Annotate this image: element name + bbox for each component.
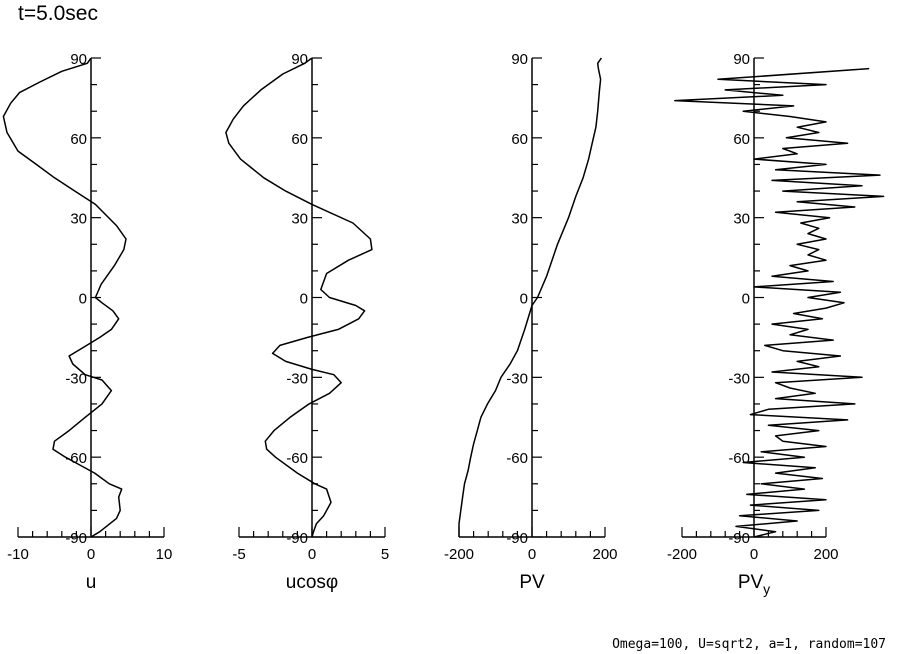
x-axis-label-text-1: u bbox=[86, 572, 97, 593]
y-tick-label-2: -90 bbox=[286, 530, 308, 547]
y-tick-label-3: -90 bbox=[506, 530, 528, 547]
x-tick-label-1: 10 bbox=[156, 546, 173, 563]
y-tick-label-2: -30 bbox=[286, 370, 308, 387]
x-tick-label-4: 200 bbox=[813, 546, 838, 563]
y-tick-label-4: 60 bbox=[733, 131, 750, 148]
x-axis-label-text-4: PV bbox=[738, 572, 764, 593]
x-tick-label-3: 200 bbox=[592, 546, 617, 563]
x-tick-label-1: -10 bbox=[7, 546, 29, 563]
y-tick-label-1: -90 bbox=[65, 530, 87, 547]
x-axis-label-4: PVy bbox=[738, 572, 770, 597]
y-tick-label-1: 30 bbox=[70, 211, 87, 228]
x-tick-label-2: 0 bbox=[308, 546, 316, 563]
y-tick-label-1: 0 bbox=[79, 291, 87, 308]
y-tick-label-4: 30 bbox=[733, 211, 750, 228]
y-tick-label-3: 90 bbox=[511, 51, 528, 68]
series-line-3 bbox=[458, 57, 603, 537]
x-tick-label-1: 0 bbox=[87, 546, 95, 563]
x-tick-label-2: 5 bbox=[381, 546, 389, 563]
y-tick-label-2: 0 bbox=[300, 291, 308, 308]
x-axis-label-3: PV bbox=[519, 572, 545, 593]
y-tick-label-4: -30 bbox=[728, 370, 750, 387]
x-axis-label-1: u bbox=[86, 572, 97, 593]
x-tick-label-3: 0 bbox=[528, 546, 536, 563]
y-tick-label-4: -60 bbox=[728, 450, 750, 467]
x-tick-label-4: -200 bbox=[667, 546, 697, 563]
footer-parameters: Omega=100, U=sqrt2, a=1, random=107 bbox=[612, 637, 886, 652]
y-tick-label-3: 60 bbox=[511, 131, 528, 148]
y-tick-label-1: -60 bbox=[65, 450, 87, 467]
y-tick-label-3: -30 bbox=[506, 370, 528, 387]
series-line-2 bbox=[225, 57, 373, 538]
y-tick-label-2: 60 bbox=[291, 131, 308, 148]
x-axis-label-subscript-4: y bbox=[763, 581, 770, 597]
y-tick-label-2: 30 bbox=[291, 211, 308, 228]
series-line-1 bbox=[2, 57, 127, 538]
y-tick-label-1: 90 bbox=[70, 51, 87, 68]
y-tick-label-1: -30 bbox=[65, 370, 87, 387]
y-tick-label-2: -60 bbox=[286, 450, 308, 467]
x-axis-label-text-2: ucosφ bbox=[286, 572, 338, 593]
y-tick-label-4: 0 bbox=[742, 291, 750, 308]
x-tick-label-3: -200 bbox=[444, 546, 474, 563]
x-axis-label-2: ucosφ bbox=[286, 572, 338, 593]
chart-title: t=5.0sec bbox=[18, 2, 98, 25]
y-tick-label-4: -90 bbox=[728, 530, 750, 547]
y-tick-label-4: 90 bbox=[733, 51, 750, 68]
y-tick-label-3: 30 bbox=[511, 211, 528, 228]
x-tick-label-2: -5 bbox=[232, 546, 245, 563]
series-line-4 bbox=[674, 67, 885, 538]
x-axis-label-text-3: PV bbox=[519, 572, 545, 593]
x-tick-label-4: 0 bbox=[750, 546, 758, 563]
y-tick-label-3: -60 bbox=[506, 450, 528, 467]
y-tick-label-1: 60 bbox=[70, 131, 87, 148]
y-tick-label-3: 0 bbox=[520, 291, 528, 308]
